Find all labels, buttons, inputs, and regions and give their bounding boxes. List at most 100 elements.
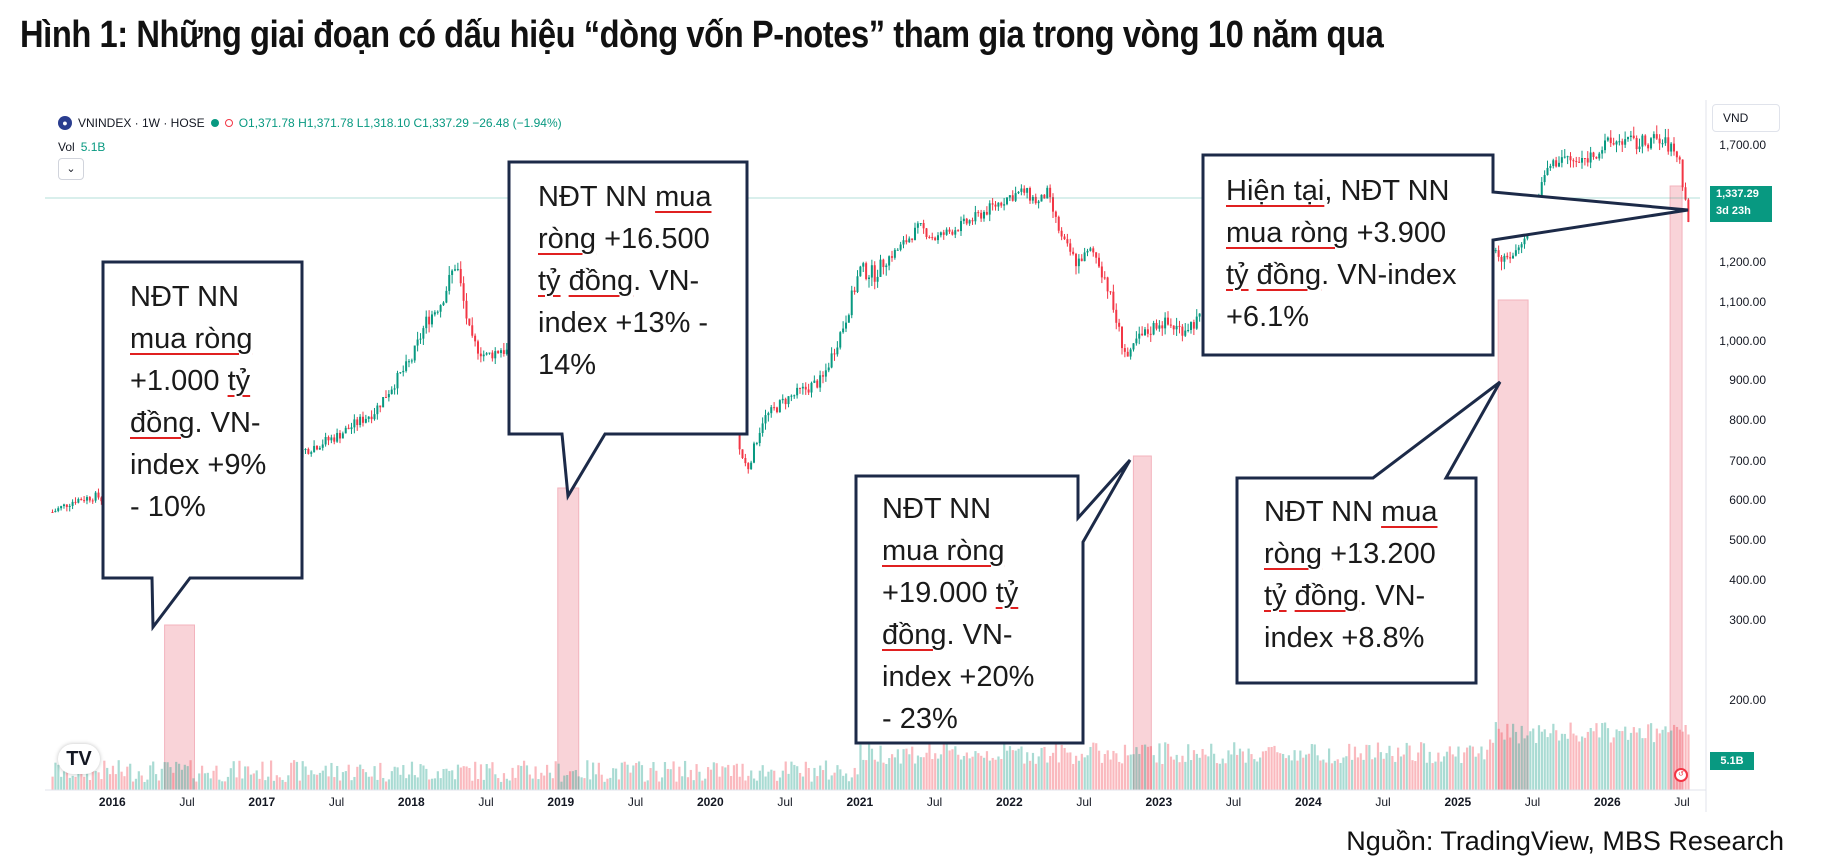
tradingview-logo[interactable]: TV [58, 744, 100, 774]
candle-body [359, 416, 362, 426]
volume-bar [1678, 729, 1681, 790]
candle-body [1149, 333, 1152, 335]
volume-legend: Vol 5.1B [58, 140, 105, 154]
y-tick-label: 700.00 [1729, 454, 1766, 468]
candle-body [1195, 316, 1198, 329]
volume-bar [149, 765, 152, 790]
candle-body [324, 436, 327, 445]
legend-symbol[interactable]: VNINDEX · 1W · HOSE [78, 116, 205, 130]
volume-bar [399, 774, 402, 790]
volume-bar [537, 779, 540, 790]
candle-body [1118, 322, 1121, 327]
candle-body [1046, 187, 1049, 199]
highlight-zone [164, 624, 196, 791]
candle-body [83, 500, 86, 502]
volume-bar [1143, 744, 1147, 790]
volume-bar [152, 761, 155, 790]
volume-bar [663, 762, 667, 790]
candle-body [1184, 330, 1187, 336]
vol-value: 5.1B [80, 140, 106, 154]
volume-bar [407, 774, 411, 790]
volume-bar [1411, 760, 1414, 790]
volume-bar [1069, 752, 1072, 790]
x-tick-label: Jul [1226, 795, 1241, 809]
volume-bar [1115, 753, 1118, 790]
candle-body [1083, 252, 1086, 262]
candle-body [313, 445, 316, 453]
candle-body [882, 259, 885, 268]
volume-bar [1512, 723, 1515, 790]
candle-body [1103, 277, 1106, 279]
candle-body [1503, 255, 1506, 262]
reset-icon[interactable]: ↺ [1674, 768, 1688, 782]
volume-bar [77, 764, 80, 790]
current-price: 1,337.29 [1716, 188, 1759, 200]
y-tick-label: 400.00 [1729, 573, 1766, 587]
volume-bar [379, 762, 382, 790]
x-tick-label: 2016 [99, 795, 126, 809]
candle-body [1034, 196, 1037, 204]
candle-body [1051, 197, 1054, 212]
volume-bar [1506, 723, 1509, 790]
collapse-legend-button[interactable]: ⌄ [58, 158, 84, 180]
volume-bar [672, 761, 675, 790]
candle-body [1578, 161, 1581, 163]
candle-body [1086, 250, 1089, 253]
volume-bar [1661, 729, 1664, 790]
volume-bar [422, 765, 425, 790]
volume-bar [1287, 755, 1290, 790]
volume-bar [1175, 754, 1178, 790]
candle-body [974, 212, 977, 222]
x-tick-label: 2021 [846, 795, 873, 809]
volume-bar [580, 777, 583, 790]
volume-bar [1080, 753, 1083, 790]
volume-bar [376, 779, 379, 790]
candle-body [1005, 197, 1008, 205]
candle-body [1655, 134, 1658, 139]
volume-bar [888, 758, 891, 790]
vnindex-logo-icon: ● [58, 116, 72, 130]
volume-bar [1077, 760, 1081, 790]
candle-body [738, 433, 741, 450]
volume-bar [727, 764, 730, 790]
volume-bar [824, 760, 828, 790]
volume-bar [626, 764, 629, 790]
volume-bar [1051, 752, 1055, 790]
candle-body [804, 386, 807, 390]
candle-body [793, 395, 796, 397]
volume-bar [1612, 737, 1615, 790]
volume-bar [738, 776, 741, 790]
volume-bar [1284, 758, 1288, 790]
candle-body [1020, 188, 1023, 192]
candle-body [1164, 317, 1167, 329]
volume-bar [1221, 758, 1224, 790]
highlight-zone [557, 487, 580, 791]
volume-bar [1204, 754, 1207, 790]
highlight-zone [1132, 455, 1152, 791]
volume-bar [1417, 752, 1420, 790]
candle-body [356, 419, 359, 426]
candle-body [1028, 188, 1031, 201]
volume-bar [991, 757, 994, 790]
currency-selector[interactable]: VND [1712, 104, 1780, 132]
volume-bar [551, 778, 554, 790]
volume-bar [1313, 744, 1316, 790]
volume-bar [1549, 733, 1552, 790]
candle-body [1023, 188, 1026, 193]
volume-bar [160, 768, 163, 790]
candle-body [65, 504, 68, 507]
volume-bar [701, 780, 704, 790]
callout-text-4: NĐT NN mua ròng +13.200 tỷ đồng. VN- ind… [1264, 496, 1438, 654]
volume-bar [1296, 760, 1299, 790]
candle-body [393, 388, 396, 390]
volume-bar [1328, 748, 1331, 790]
candle-body [350, 427, 353, 430]
candle-body [747, 463, 750, 470]
alert-icon[interactable] [224, 119, 233, 127]
volume-bar [1457, 746, 1460, 790]
volume-bar [287, 775, 290, 790]
volume-bar [1535, 742, 1538, 790]
volume-bar [497, 778, 500, 790]
candle-body [1586, 158, 1589, 163]
